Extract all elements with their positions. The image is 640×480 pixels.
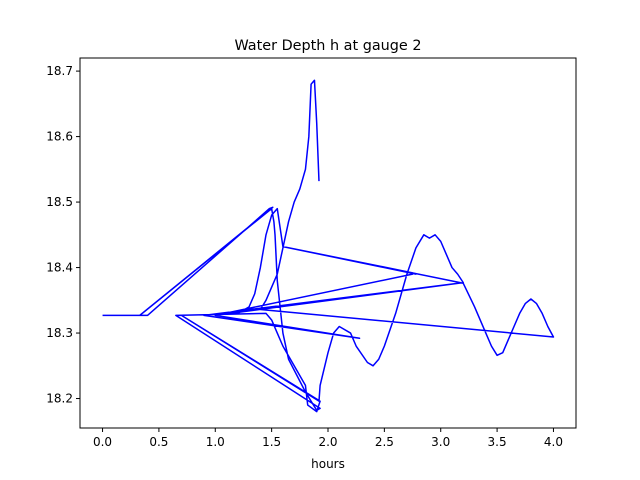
y-axis: 18.2 18.3 18.4 18.5 18.6 18.7 [46, 64, 80, 406]
x-tick-label: 4.0 [544, 435, 563, 449]
x-tick-label: 1.5 [262, 435, 281, 449]
chart-title: Water Depth h at gauge 2 [234, 38, 421, 54]
x-tick-label: 1.0 [206, 435, 225, 449]
x-tick-label: 2.5 [375, 435, 394, 449]
x-tick-label: 2.0 [318, 435, 337, 449]
y-tick-label: 18.7 [46, 64, 73, 78]
y-tick-label: 18.3 [46, 326, 73, 340]
plot-area [80, 58, 576, 428]
y-tick-label: 18.5 [46, 195, 73, 209]
y-tick-label: 18.2 [46, 392, 73, 406]
x-tick-label: 3.0 [431, 435, 450, 449]
chart-marks [102, 79, 555, 413]
series-line-0 [102, 79, 555, 413]
y-tick-label: 18.4 [46, 261, 73, 275]
x-axis: 0.0 0.5 1.0 1.5 2.0 2.5 3.0 3.5 4.0 [93, 428, 563, 449]
x-axis-label: hours [311, 457, 345, 471]
y-tick-label: 18.6 [46, 130, 73, 144]
x-tick-label: 0.0 [93, 435, 112, 449]
x-tick-label: 0.5 [149, 435, 168, 449]
x-tick-label: 3.5 [488, 435, 507, 449]
